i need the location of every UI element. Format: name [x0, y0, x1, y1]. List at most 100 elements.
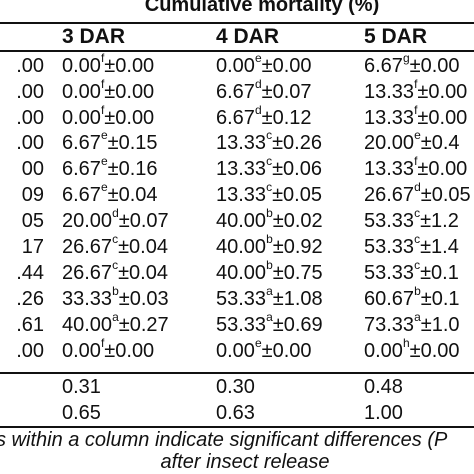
significance-letter: c: [112, 232, 119, 247]
significance-letter: b: [266, 232, 273, 247]
cell-error: ±1.4: [420, 236, 459, 258]
table-cell: 26.67c±0.04: [62, 232, 168, 259]
cell-value: 6.67: [216, 107, 255, 129]
first-column-cell: .00: [16, 55, 44, 77]
significance-letter: d: [112, 206, 119, 221]
table-cell: 40.00b±0.75: [216, 258, 323, 285]
table-cell: 13.33c±0.06: [216, 155, 322, 181]
significance-letter: f: [100, 51, 105, 66]
cell-value: 13.33: [216, 158, 267, 180]
significance-letter: f: [414, 154, 418, 169]
cell-value: 13.33: [216, 184, 267, 206]
cell-error: ±0.69: [272, 314, 323, 336]
table-cell: 6.67d±0.12: [216, 103, 312, 130]
significance-letter: c: [266, 128, 273, 143]
cell-error: ±0.1: [420, 288, 460, 310]
cell-value: 53.33: [216, 288, 267, 310]
cell-value: 53.33: [216, 314, 267, 336]
table-cell: 53.33c±0.1: [364, 259, 459, 285]
cell-value: 0.31: [62, 376, 101, 398]
table-cell: 73.33a±1.0: [364, 310, 460, 337]
cell-value: 40.00: [62, 314, 113, 336]
significance-letter: a: [266, 310, 273, 325]
significance-letter: a: [414, 310, 421, 325]
cell-value: 6.67: [62, 184, 101, 206]
cell-value: 20.00: [62, 210, 113, 232]
table-cell: 53.33a±0.69: [216, 310, 323, 337]
cell-value: 20.00: [364, 132, 415, 154]
cell-value: 0.00: [62, 55, 101, 77]
footnote-line-1: s within a column indicate significant d…: [0, 429, 448, 451]
table-cell: 40.00a±0.27: [62, 310, 169, 337]
stats-top-rule: [0, 372, 474, 374]
table-cell: 0.48: [364, 375, 403, 399]
significance-letter: c: [266, 180, 273, 195]
cell-value: 26.67: [364, 184, 415, 206]
cell-error: ±0.92: [272, 236, 323, 258]
header-top-rule: [0, 22, 474, 24]
significance-letter: d: [254, 103, 262, 118]
cell-value: 0.48: [364, 376, 403, 398]
table-cell: 33.33b±0.03: [62, 285, 169, 311]
significance-letter: d: [254, 77, 262, 92]
cell-value: 6.67: [216, 81, 255, 103]
footnote-line-2: after insect release: [160, 451, 330, 473]
significance-letter: e: [254, 51, 262, 66]
first-column-cell: .00: [16, 107, 44, 129]
table-cell: 0.31: [62, 375, 101, 399]
first-column-cell: 09: [21, 184, 44, 206]
significance-letter: c: [414, 232, 421, 247]
cell-value: 13.33: [364, 107, 415, 129]
cell-value: 0.30: [216, 376, 255, 398]
header-bottom-rule: [0, 50, 474, 52]
cell-error: ±1.08: [272, 288, 323, 310]
cell-error: ±0.00: [409, 340, 460, 362]
cell-error: ±0.00: [417, 107, 468, 129]
cell-value: 0.00: [62, 81, 101, 103]
cell-value: 73.33: [364, 314, 415, 336]
significance-letter: a: [112, 310, 119, 325]
table-cell: 6.67e±0.04: [62, 180, 158, 207]
significance-letter: c: [414, 206, 421, 221]
first-column-cell: .00: [16, 81, 44, 103]
first-column-cell: .00: [16, 340, 44, 362]
cell-value: 6.67: [62, 132, 101, 154]
cell-value: 40.00: [216, 236, 267, 258]
table-cell: 1.00: [364, 401, 403, 425]
table-cell: 20.00e±0.4: [364, 128, 460, 155]
table-cell: 6.67e±0.16: [62, 155, 158, 181]
cell-error: ±0.07: [261, 81, 312, 103]
cell-error: ±0.26: [272, 132, 322, 154]
table-bottom-rule: [0, 426, 474, 428]
cell-value: 53.33: [364, 236, 415, 258]
cell-value: 26.67: [62, 262, 113, 284]
cell-value: 0.00: [62, 340, 101, 362]
cell-error: ±0.4: [420, 132, 460, 154]
table-cell: 53.33c±1.4: [364, 232, 459, 259]
significance-letter: e: [100, 180, 108, 195]
cell-error: ±0.00: [104, 81, 155, 103]
significance-letter: b: [414, 284, 421, 299]
significance-letter: b: [266, 258, 273, 273]
significance-letter: d: [414, 180, 421, 195]
table-cell: 0.65: [62, 401, 101, 425]
cell-error: ±0.00: [104, 340, 155, 362]
significance-letter: f: [414, 77, 418, 92]
cell-error: ±0.02: [272, 210, 323, 232]
table-cell: 0.00f±0.00: [62, 78, 155, 104]
cell-error: ±0.00: [417, 81, 468, 103]
first-column-cell: .44: [16, 262, 44, 284]
table-cell: 13.33f±0.00: [364, 104, 468, 130]
table-cell: 13.33f±0.00: [364, 77, 468, 104]
significance-letter: b: [266, 206, 273, 221]
table-cell: 26.67c±0.04: [62, 259, 168, 285]
cell-error: ±0.07: [118, 210, 169, 232]
cell-error: ±0.75: [272, 262, 323, 284]
significance-letter: g: [402, 51, 410, 66]
significance-letter: e: [414, 128, 421, 143]
first-column-cell: .26: [16, 288, 44, 310]
cell-value: 53.33: [364, 262, 415, 284]
cell-error: ±0.00: [261, 55, 312, 77]
table-cell: 26.67d±0.05: [364, 180, 471, 207]
significance-letter: h: [402, 336, 410, 351]
